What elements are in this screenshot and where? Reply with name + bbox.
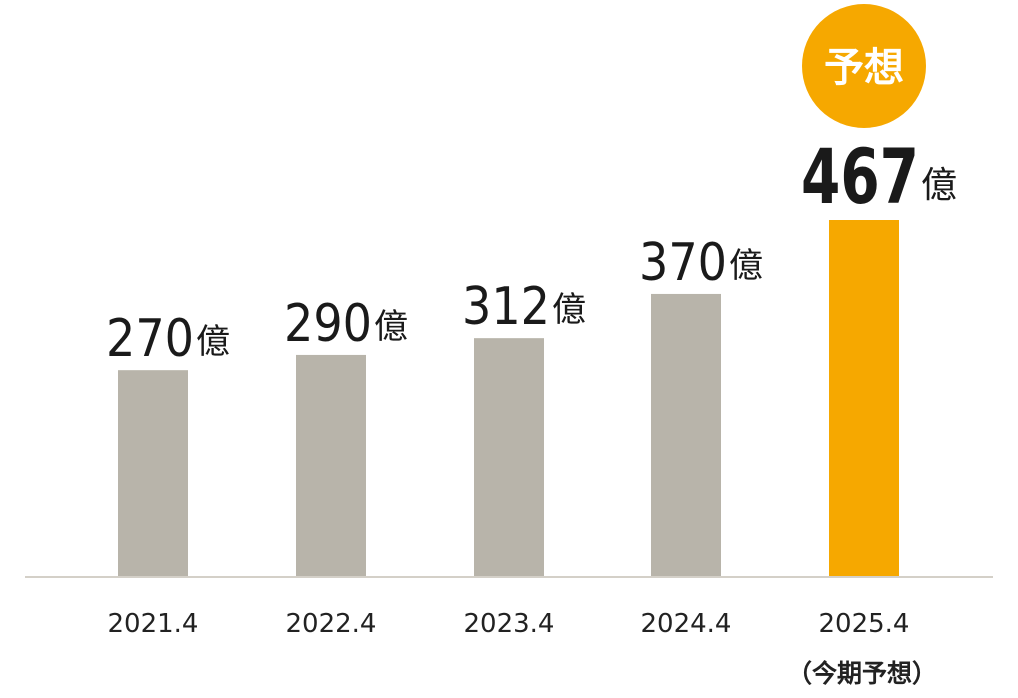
x-tick-label: 2024.4 [641,609,732,639]
value-unit: 億 [921,165,957,206]
value-label: 370 [639,233,727,293]
value-unit: 億 [729,246,763,286]
bar-2025.4 [829,220,899,576]
forecast-badge [802,4,926,128]
x-tick-label: 2025.4 [819,609,910,639]
x-tick-label: 2021.4 [108,609,199,639]
value-label: 270 [106,309,194,369]
bar-2023.4 [474,338,544,576]
value-unit: 億 [552,290,586,330]
bar-2024.4 [651,293,721,576]
x-tick-label: 2022.4 [286,609,377,639]
value-label: 467 [801,132,919,221]
forecast-badge-label: 予想 [824,45,904,91]
value-unit: 億 [374,307,408,347]
bar-2021.4 [118,370,188,576]
x-tick-label: 2023.4 [464,609,555,639]
bar-2022.4 [296,354,366,576]
value-label: 290 [284,294,372,354]
value-label: 312 [462,277,550,337]
forecast-sublabel: （今期予想） [787,659,937,688]
value-unit: 億 [196,322,230,362]
